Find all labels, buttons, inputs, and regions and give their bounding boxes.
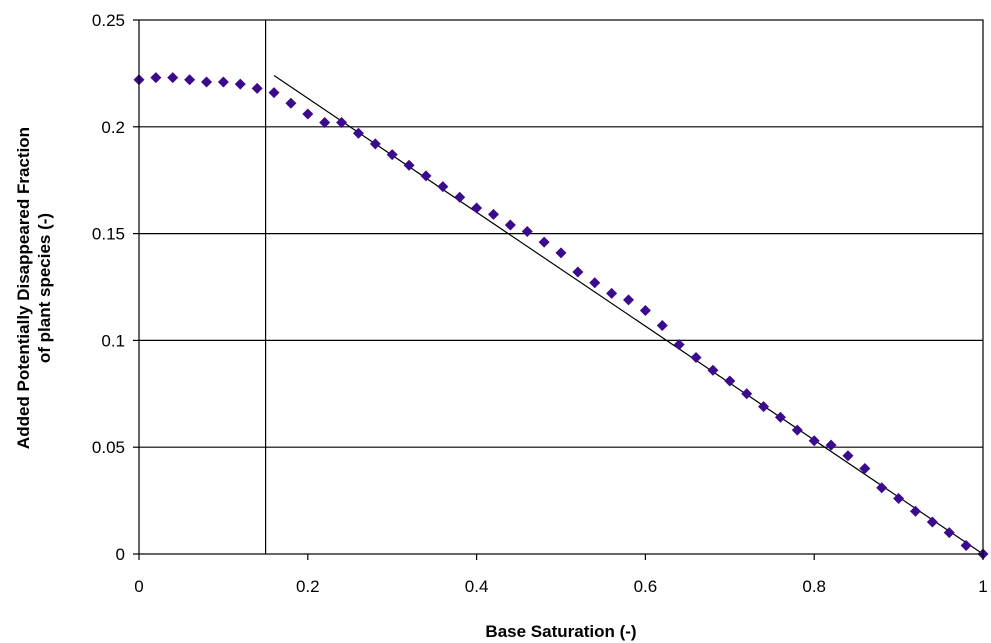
y-tick-label-3: 0.15 xyxy=(92,225,125,244)
data-point-5 xyxy=(217,76,229,88)
data-point-19 xyxy=(454,191,466,203)
data-point-18 xyxy=(437,181,449,193)
data-point-41 xyxy=(825,439,837,451)
data-point-11 xyxy=(319,117,331,129)
data-point-37 xyxy=(758,401,770,413)
fit-line xyxy=(273,75,984,555)
x-tick-label-1: 0.2 xyxy=(296,577,320,596)
data-point-12 xyxy=(336,117,348,129)
data-point-46 xyxy=(909,505,921,517)
data-point-7 xyxy=(251,82,263,94)
x-axis-title: Base Saturation (-) xyxy=(485,622,636,641)
fit-line-layer xyxy=(273,75,984,555)
x-tick-label-0: 0 xyxy=(134,577,143,596)
data-point-21 xyxy=(487,208,499,220)
y-axis-title-line-2: of plant species (-) xyxy=(35,213,54,363)
data-point-6 xyxy=(234,78,246,90)
data-point-20 xyxy=(471,202,483,214)
data-point-22 xyxy=(504,219,516,231)
data-point-33 xyxy=(690,351,702,363)
y-tick-label-5: 0.25 xyxy=(92,11,125,30)
data-point-38 xyxy=(774,411,786,423)
x-tick-label-5: 1 xyxy=(978,577,987,596)
data-point-42 xyxy=(842,450,854,462)
frame-layer xyxy=(133,19,984,560)
data-point-23 xyxy=(521,225,533,237)
data-point-14 xyxy=(369,138,381,150)
marker-layer xyxy=(133,72,989,560)
data-point-24 xyxy=(538,236,550,248)
data-point-31 xyxy=(656,319,668,331)
tick-label-layer: 0 0.2 0.4 0.6 0.8 1 0 0.05 0.1 0.15 0.2 0.25 xyxy=(92,11,988,596)
data-point-30 xyxy=(639,304,651,316)
grid-layer xyxy=(139,126,983,448)
data-point-36 xyxy=(741,388,753,400)
y-tick-label-2: 0.1 xyxy=(101,331,125,350)
data-point-32 xyxy=(673,339,685,351)
axis-title-layer: Base Saturation (-) Added Potentially Di… xyxy=(14,127,637,641)
data-point-2 xyxy=(167,72,179,84)
data-point-39 xyxy=(791,424,803,436)
data-point-43 xyxy=(859,463,871,475)
data-point-49 xyxy=(960,539,972,551)
data-point-3 xyxy=(184,74,196,86)
data-point-25 xyxy=(555,247,567,259)
x-tick-label-4: 0.8 xyxy=(802,577,826,596)
y-tick-label-0: 0 xyxy=(116,545,125,564)
data-point-8 xyxy=(268,87,280,99)
data-point-35 xyxy=(724,375,736,387)
data-point-13 xyxy=(352,127,364,139)
data-point-48 xyxy=(943,527,955,539)
data-point-4 xyxy=(201,76,213,88)
data-point-26 xyxy=(572,266,584,278)
data-point-40 xyxy=(808,435,820,447)
data-point-10 xyxy=(302,108,314,120)
y-tick-label-4: 0.2 xyxy=(101,118,125,137)
data-point-17 xyxy=(420,170,432,182)
data-point-29 xyxy=(623,294,635,306)
data-point-1 xyxy=(150,72,162,84)
data-point-45 xyxy=(893,492,905,504)
data-point-44 xyxy=(876,482,888,494)
data-point-15 xyxy=(386,149,398,161)
data-point-28 xyxy=(606,287,618,299)
x-tick-label-2: 0.4 xyxy=(465,577,489,596)
plot-frame xyxy=(138,19,984,555)
y-axis-title-line-1: Added Potentially Disappeared Fraction xyxy=(14,127,33,449)
x-tick-label-3: 0.6 xyxy=(634,577,658,596)
data-point-47 xyxy=(926,516,938,528)
data-point-27 xyxy=(589,277,601,289)
y-tick-label-1: 0.05 xyxy=(92,438,125,457)
data-point-34 xyxy=(707,364,719,376)
data-point-9 xyxy=(285,97,297,109)
data-point-16 xyxy=(403,159,415,171)
